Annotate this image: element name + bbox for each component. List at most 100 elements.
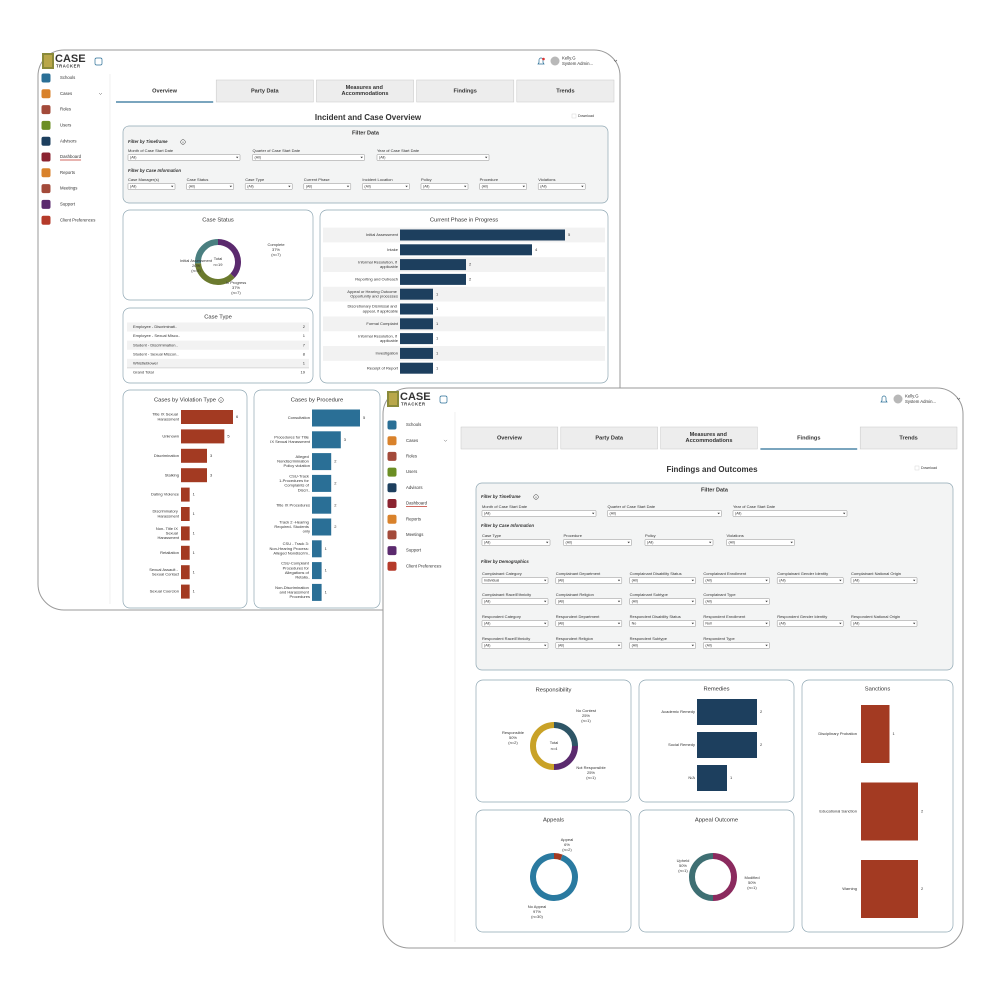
tab[interactable] (460, 426, 559, 450)
filter-value[interactable]: (All) (566, 541, 572, 545)
nav-icon[interactable] (387, 436, 397, 446)
nav-item[interactable]: Cases (60, 91, 72, 96)
filter-dropdown[interactable] (420, 183, 469, 190)
tab-label[interactable]: Party Data (595, 435, 624, 441)
nav-icon[interactable] (41, 184, 51, 194)
filter-dropdown[interactable] (555, 598, 622, 605)
filter-dropdown[interactable] (777, 620, 844, 627)
filter-dropdown[interactable] (555, 577, 622, 584)
nav-icon[interactable] (387, 561, 397, 571)
notification-bell[interactable] (537, 57, 545, 65)
tab[interactable] (316, 79, 414, 103)
nav-item[interactable]: Advisors (60, 138, 76, 143)
nav-icon[interactable] (41, 120, 51, 130)
nav-icon[interactable] (41, 89, 51, 99)
filter-value[interactable]: (All) (484, 600, 490, 604)
filter-dropdown[interactable] (732, 510, 848, 517)
download-icon[interactable] (571, 113, 577, 119)
filter-dropdown[interactable] (703, 620, 770, 627)
nav-icon[interactable] (387, 530, 397, 540)
filter-value[interactable]: (All) (379, 156, 385, 160)
filter-dropdown[interactable] (186, 183, 234, 190)
filter-dropdown[interactable] (629, 598, 696, 605)
filter-dropdown[interactable] (629, 642, 696, 649)
tab-label[interactable]: Trends (899, 435, 917, 441)
tab-label[interactable]: Findings (454, 88, 477, 94)
tab-label[interactable]: Overview (152, 88, 178, 94)
tab-label[interactable]: Party Data (251, 88, 280, 94)
tab-label[interactable]: Measures and Accommodations (342, 85, 389, 97)
nav-item[interactable]: Reports (60, 170, 75, 175)
nav-item[interactable]: Schools (60, 75, 75, 80)
nav-item[interactable]: Users (60, 123, 71, 128)
filter-dropdown[interactable] (726, 539, 795, 546)
filter-value[interactable]: (All) (484, 512, 490, 516)
filter-value[interactable]: Individual (484, 579, 499, 583)
filter-value[interactable]: (All) (610, 512, 616, 516)
nav-item[interactable]: Meetings (60, 186, 77, 191)
nav-icon[interactable] (387, 514, 397, 524)
tab[interactable] (660, 426, 758, 450)
tab-label[interactable]: Trends (556, 88, 574, 94)
filter-value[interactable]: (All) (364, 185, 370, 189)
tab-label[interactable]: Findings (797, 435, 820, 441)
nav-item[interactable]: Schools (406, 422, 421, 427)
filter-dropdown[interactable] (563, 539, 632, 546)
nav-item[interactable]: Users (406, 469, 417, 474)
filter-value[interactable]: (All) (423, 185, 429, 189)
filter-value[interactable]: (All) (632, 579, 638, 583)
filter-dropdown[interactable] (850, 620, 918, 627)
tab[interactable] (859, 426, 958, 450)
nav-item[interactable]: Support (60, 202, 76, 207)
filter-dropdown[interactable] (481, 577, 549, 584)
filter-value[interactable]: (All) (632, 644, 638, 648)
tab-label[interactable]: Overview (497, 435, 523, 441)
filter-dropdown[interactable] (127, 183, 176, 190)
filter-dropdown[interactable] (555, 642, 622, 649)
filter-dropdown[interactable] (703, 642, 770, 649)
filter-value[interactable]: (All) (705, 600, 711, 604)
filter-value[interactable]: (All) (558, 644, 564, 648)
sidebar-toggle[interactable] (94, 57, 103, 66)
filter-value[interactable]: (All) (853, 579, 859, 583)
nav-item[interactable]: Roles (60, 107, 71, 112)
nav-item[interactable]: Client Preferences (60, 217, 95, 222)
filter-dropdown[interactable] (481, 510, 597, 517)
filter-dropdown[interactable] (252, 154, 365, 161)
filter-dropdown[interactable] (479, 183, 527, 190)
filter-dropdown[interactable] (538, 183, 586, 190)
user-menu-chevron[interactable] (613, 59, 618, 62)
nav-icon[interactable] (41, 152, 51, 162)
filter-dropdown[interactable] (629, 577, 696, 584)
nav-icon[interactable] (41, 168, 51, 178)
filter-value[interactable]: (All) (558, 579, 564, 583)
nav-item[interactable]: Advisors (406, 485, 422, 490)
tab[interactable] (560, 426, 658, 450)
tab[interactable] (416, 79, 515, 103)
filter-value[interactable]: (All) (306, 185, 312, 189)
nav-icon[interactable] (387, 467, 397, 477)
filter-value[interactable]: (All) (735, 512, 741, 516)
nav-icon[interactable] (387, 451, 397, 461)
nav-item[interactable]: Roles (406, 454, 417, 459)
filter-value[interactable]: (All) (632, 600, 638, 604)
filter-dropdown[interactable] (644, 539, 714, 546)
filter-dropdown[interactable] (127, 154, 241, 161)
filter-value[interactable]: (All) (247, 185, 253, 189)
filter-value[interactable]: (All) (779, 579, 785, 583)
filter-value[interactable]: (All) (484, 644, 490, 648)
filter-dropdown[interactable] (703, 577, 770, 584)
filter-dropdown[interactable] (481, 598, 549, 605)
filter-dropdown[interactable] (481, 539, 551, 546)
tab[interactable] (760, 427, 858, 449)
nav-icon[interactable] (387, 420, 397, 430)
filter-value[interactable]: (All) (482, 185, 488, 189)
filter-dropdown[interactable] (362, 183, 410, 190)
nav-item[interactable]: Dashboard (60, 154, 82, 159)
nav-icon[interactable] (41, 215, 51, 225)
sidebar-toggle[interactable] (439, 395, 448, 404)
filter-value[interactable]: (All) (729, 541, 735, 545)
nav-item[interactable]: Dashboard (406, 501, 428, 506)
nav-icon[interactable] (387, 499, 397, 508)
nav-icon[interactable] (387, 483, 397, 493)
